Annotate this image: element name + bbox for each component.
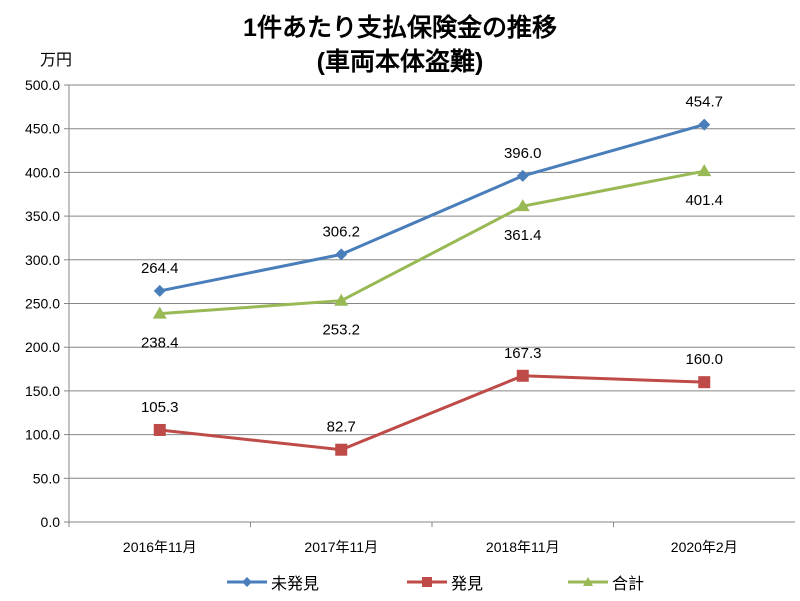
legend-item-1: 発見 — [407, 570, 483, 594]
y-tick-label: 150.0 — [25, 383, 60, 399]
data-point — [335, 443, 348, 456]
data-point — [698, 376, 711, 389]
data-label: 167.3 — [504, 345, 542, 362]
x-tick-label: 2017年11月 — [304, 539, 378, 555]
data-point — [697, 164, 712, 177]
y-axis-label: 万円 — [40, 52, 73, 69]
legend-marker-square-icon — [407, 577, 447, 587]
x-tick-label: 2018年11月 — [486, 539, 560, 555]
series-line-2 — [159, 169, 705, 316]
y-tick-label: 300.0 — [25, 252, 60, 268]
data-point — [153, 284, 166, 297]
y-tick-label: 200.0 — [25, 339, 60, 355]
data-label: 82.7 — [327, 419, 356, 436]
legend-label: 未発見 — [271, 576, 320, 593]
legend-marker-triangle-icon — [568, 577, 608, 586]
data-label: 396.0 — [504, 145, 542, 162]
y-tick-label: 500.0 — [25, 77, 60, 93]
x-tick-label: 2016年11月 — [123, 539, 197, 555]
chart-subtitle: (車両本体盗難) — [316, 48, 484, 76]
y-tick-label: 350.0 — [25, 208, 60, 224]
y-tick-label: 100.0 — [25, 427, 60, 443]
data-point — [516, 169, 529, 182]
y-tick-label: 450.0 — [25, 121, 60, 137]
data-point — [335, 248, 348, 261]
x-tick-label: 2020年2月 — [671, 539, 738, 555]
chart-title: 1件あたり支払保険金の推移 — [243, 14, 557, 42]
data-label: 264.4 — [141, 260, 179, 277]
legend-marker-diamond-icon — [227, 577, 267, 587]
legend-item-0: 未発見 — [227, 570, 319, 594]
data-label: 160.0 — [685, 351, 723, 368]
data-point — [698, 118, 711, 131]
legend-label: 合計 — [612, 576, 645, 593]
data-label: 105.3 — [141, 399, 179, 416]
data-point — [152, 306, 167, 319]
y-tick-label: 0.0 — [41, 514, 61, 530]
data-label: 401.4 — [685, 192, 723, 209]
data-label: 361.4 — [504, 227, 542, 244]
data-point — [153, 423, 166, 436]
y-tick-label: 400.0 — [25, 164, 60, 180]
series-line-1 — [159, 374, 705, 452]
y-tick-label: 250.0 — [25, 296, 60, 312]
data-label: 238.4 — [141, 335, 179, 352]
data-label: 306.2 — [322, 223, 360, 240]
y-tick-label: 50.0 — [33, 470, 60, 486]
data-point — [334, 293, 349, 306]
series-line-0 — [159, 123, 705, 293]
data-label: 253.2 — [322, 322, 360, 339]
data-point — [516, 369, 529, 382]
data-label: 454.7 — [685, 94, 723, 111]
legend-item-2: 合計 — [568, 570, 644, 594]
legend-label: 発見 — [451, 576, 484, 593]
data-point — [515, 199, 530, 212]
